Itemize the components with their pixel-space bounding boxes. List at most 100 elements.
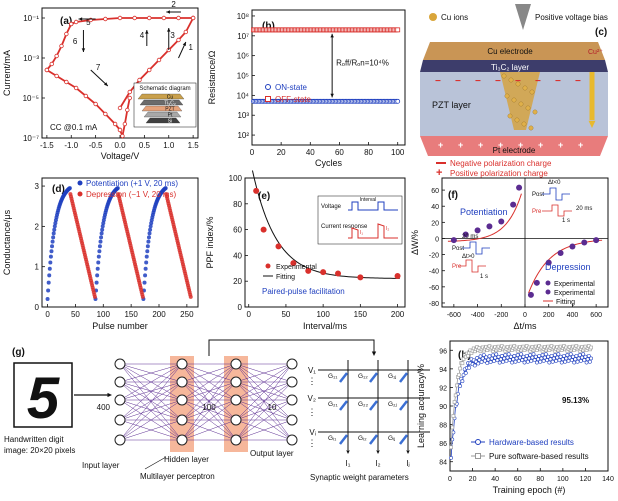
synapse-connection [235, 419, 293, 441]
potentiation-point [95, 266, 100, 271]
hardware-point [516, 358, 521, 363]
legend-label: ON-state [275, 83, 308, 92]
sweep-number: 3 [170, 31, 175, 40]
software-point [589, 345, 593, 350]
inset-label: Voltage [321, 204, 342, 210]
arrow-head [145, 30, 149, 34]
hardware-point [528, 353, 533, 357]
ppf-inset [317, 195, 403, 245]
memristor-cell [339, 434, 348, 445]
cu-ion-dot [507, 113, 513, 119]
y-axis-label: Resistance/Ω [207, 50, 217, 104]
positive-charge: + [518, 140, 523, 150]
synapse-connection [235, 399, 293, 421]
potentiation-point [145, 249, 150, 254]
hardware-point [555, 355, 560, 360]
iv-point [73, 19, 79, 25]
cu-ion-dot [518, 101, 524, 107]
software-point [450, 425, 455, 430]
synapse-connection [235, 381, 293, 401]
software-point [458, 366, 462, 371]
hardware-point [486, 357, 491, 362]
neuron-node [230, 434, 242, 446]
y-tick-label: -80 [429, 301, 439, 308]
depression-point [140, 294, 145, 299]
neuron-node [286, 414, 298, 426]
potentiation-point [50, 239, 55, 244]
cu-ion-dot [514, 117, 520, 123]
mapping-arrow [208, 339, 375, 356]
hardware-point [580, 355, 584, 360]
final-accuracy-annotation: 95.13% [562, 396, 589, 405]
y-tick-label: 10⁻¹ [23, 14, 39, 23]
cu-ion-dot [528, 125, 534, 131]
inset-layer-label: Ti₃C₂ [164, 101, 176, 107]
synapse-connection [119, 381, 183, 441]
hardware-point [494, 352, 499, 357]
plot-frame [244, 177, 406, 308]
stdp-point [527, 291, 534, 298]
iv-series-hrs-return [46, 69, 121, 131]
hardware-point [542, 355, 547, 360]
neuron-node [286, 358, 298, 370]
hardware-point [530, 355, 535, 360]
plot-frame [41, 177, 199, 308]
potentiation-point [94, 280, 99, 285]
y-tick-label: 10² [237, 131, 249, 140]
iv-point [176, 37, 181, 43]
iv-point [93, 101, 98, 107]
panel-g-mlp: (g)5 Handwritten digit image: 20×20 pixels… [4, 339, 430, 482]
conductance-label: G₂₁ [328, 401, 339, 408]
legend-marker [265, 263, 271, 269]
hardware-point [495, 358, 500, 363]
y-axis-label: Current/mA [2, 50, 12, 96]
hardware-point [504, 358, 509, 363]
synapse-connection [119, 363, 183, 421]
potentiation-point [95, 273, 100, 278]
hardware-point [571, 354, 575, 359]
software-point [457, 372, 461, 377]
hardware-point [515, 353, 520, 357]
stdp-point [569, 243, 576, 250]
pulse-width-label: 20 ms [576, 206, 592, 212]
y-tick-label: 10⁵ [237, 72, 249, 81]
dt-neg-label: Δt<0 [548, 180, 561, 186]
x-tick-label: 50 [281, 310, 290, 319]
on-state-point [395, 98, 401, 104]
post-pulse-trace [462, 241, 490, 255]
neuron-node [114, 376, 126, 388]
potentiation-point [48, 254, 53, 259]
off-state-point [395, 27, 401, 33]
y-tick-label: 10⁴ [237, 91, 250, 100]
negative-charge: − [535, 76, 541, 87]
y-tick-label: 20 [431, 220, 439, 227]
iv-point [49, 61, 54, 67]
panel-label: (e) [258, 191, 270, 202]
x-tick-label: 40 [306, 148, 315, 157]
inset-title: Schematic diagram [139, 86, 190, 92]
y-tick-label: 3 [35, 182, 40, 191]
panel-label: (f) [448, 190, 458, 201]
y-tick-label: 86 [439, 441, 447, 448]
synapse-connection [119, 419, 183, 441]
digit-image-frame [13, 362, 73, 428]
stdp-fit-depression [528, 239, 603, 294]
positive-charge: + [498, 140, 503, 150]
x-tick-label: -0.5 [89, 141, 103, 150]
hardware-point [513, 359, 518, 364]
x-tick-label: 0 [250, 148, 255, 157]
hardware-point [535, 360, 539, 365]
synapse-connection [181, 363, 237, 441]
cu-ion-dot [501, 73, 507, 79]
panel-label: (b) [262, 21, 275, 32]
synapse-connection [235, 363, 293, 401]
hardware-point [514, 356, 519, 361]
x-tick-label: -600 [447, 312, 461, 319]
voltage-label: V₁ [308, 366, 316, 375]
x-tick-label: 20 [277, 148, 286, 157]
y-tick-label: 40 [431, 204, 439, 211]
interval-label: 1 s [562, 218, 570, 224]
cu-ion-dot [525, 105, 531, 111]
y-tick-label: 2 [35, 222, 40, 231]
iv-point [44, 67, 50, 73]
